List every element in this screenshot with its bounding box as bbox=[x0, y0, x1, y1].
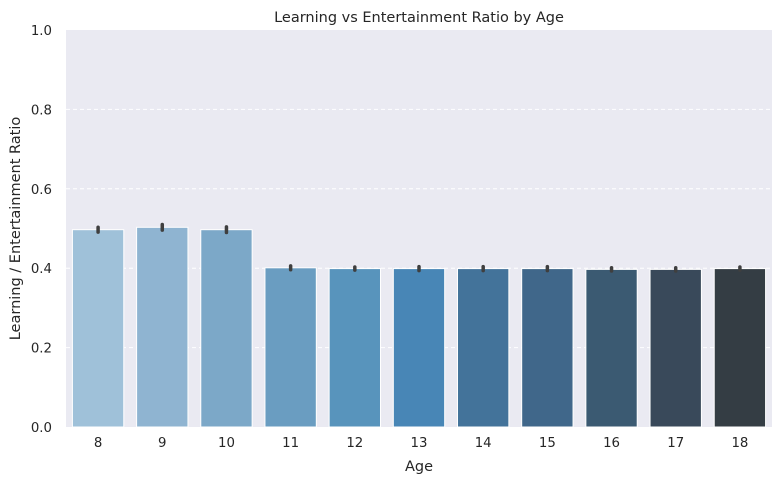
bar bbox=[136, 226, 189, 428]
bar bbox=[649, 268, 702, 428]
x-tick-label: 14 bbox=[475, 436, 492, 451]
bar bbox=[264, 267, 317, 428]
x-tick-label: 9 bbox=[158, 436, 166, 451]
y-tick-label: 1.0 bbox=[31, 24, 52, 39]
y-tick-label: 0.0 bbox=[31, 421, 52, 436]
x-axis-label: Age bbox=[405, 459, 433, 475]
bar bbox=[392, 268, 446, 428]
bar bbox=[328, 268, 381, 428]
y-tick-label: 0.6 bbox=[31, 183, 52, 198]
x-tick-label: 10 bbox=[218, 436, 235, 451]
x-tick-label: 12 bbox=[346, 436, 363, 451]
bars bbox=[71, 226, 767, 428]
chart-title: Learning vs Entertainment Ratio by Age bbox=[274, 10, 564, 26]
x-tick-label: 11 bbox=[282, 436, 299, 451]
bar bbox=[713, 268, 767, 428]
y-tick-labels: 0.0 0.2 0.4 0.6 0.8 1.0 bbox=[31, 24, 52, 436]
x-tick-labels: 8 9 10 11 12 13 14 15 16 17 18 bbox=[94, 436, 749, 451]
x-tick-label: 17 bbox=[667, 436, 684, 451]
y-tick-label: 0.2 bbox=[31, 342, 52, 357]
y-axis-label: Learning / Entertainment Ratio bbox=[8, 117, 24, 341]
x-tick-label: 16 bbox=[603, 436, 620, 451]
bar bbox=[200, 229, 253, 428]
bar bbox=[521, 268, 574, 428]
bar bbox=[71, 229, 125, 428]
x-tick-label: 18 bbox=[731, 436, 748, 451]
y-tick-label: 0.8 bbox=[31, 103, 52, 118]
x-tick-label: 8 bbox=[94, 436, 102, 451]
bar bbox=[585, 268, 638, 428]
x-tick-label: 13 bbox=[411, 436, 428, 451]
x-tick-label: 15 bbox=[539, 436, 556, 451]
y-tick-label: 0.4 bbox=[31, 262, 52, 277]
error-bars bbox=[96, 222, 742, 273]
bar bbox=[457, 268, 510, 428]
